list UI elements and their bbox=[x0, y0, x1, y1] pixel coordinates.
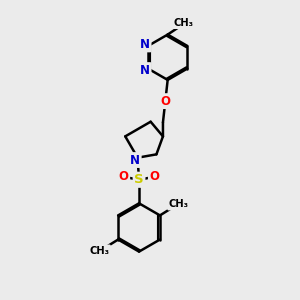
Text: CH₃: CH₃ bbox=[174, 18, 194, 28]
Text: CH₃: CH₃ bbox=[169, 199, 188, 209]
Text: O: O bbox=[160, 94, 170, 108]
Text: N: N bbox=[140, 38, 150, 51]
Text: CH₃: CH₃ bbox=[90, 246, 110, 256]
Text: N: N bbox=[140, 64, 150, 76]
Text: S: S bbox=[134, 173, 144, 186]
Text: O: O bbox=[119, 170, 129, 183]
Text: O: O bbox=[149, 170, 159, 183]
Text: N: N bbox=[130, 154, 140, 166]
